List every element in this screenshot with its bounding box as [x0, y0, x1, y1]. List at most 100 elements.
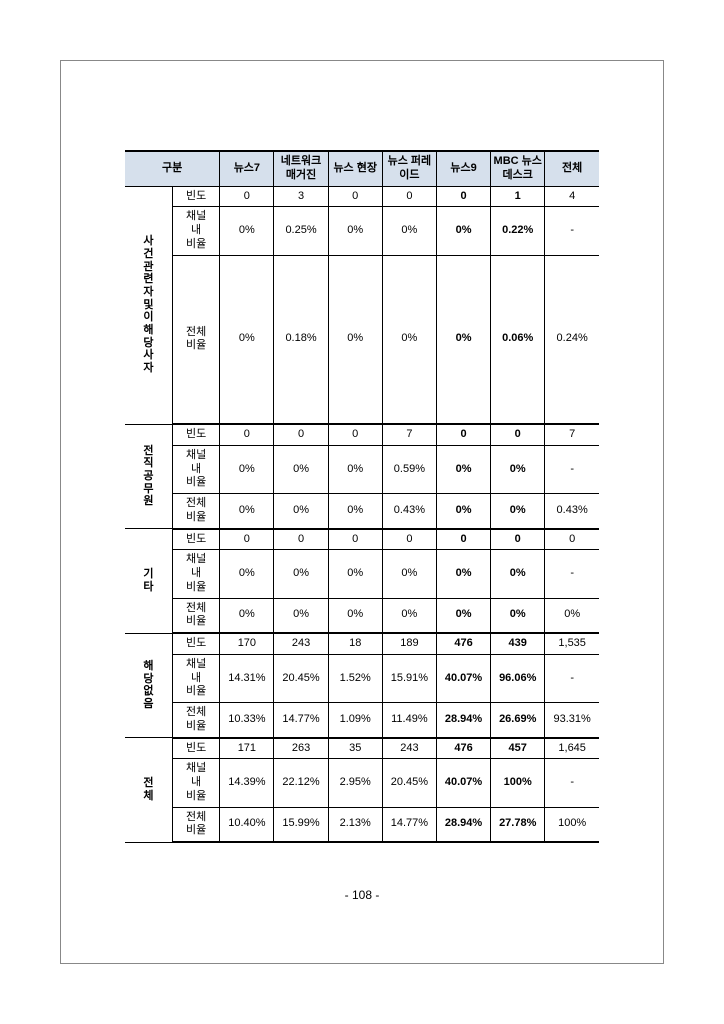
row-sublabel: 빈도: [172, 186, 219, 207]
cell: 7: [382, 424, 436, 445]
cell: 0%: [436, 207, 490, 255]
cell: 0: [328, 529, 382, 550]
cell: 263: [274, 738, 328, 759]
cell: 1: [491, 186, 545, 207]
table-row: 전직공무원빈도0007007: [125, 424, 599, 445]
cell: 0%: [491, 550, 545, 598]
cell: 2.95%: [328, 759, 382, 807]
group-label: 전체: [125, 738, 172, 843]
cell: 0: [382, 186, 436, 207]
header-col-6: 전체: [545, 151, 599, 186]
cell: 20.45%: [382, 759, 436, 807]
page-number: - 108 -: [0, 888, 724, 902]
cell: 0%: [328, 598, 382, 633]
cell: 0%: [274, 598, 328, 633]
cell: 1.09%: [328, 703, 382, 738]
row-sublabel: 빈도: [172, 633, 219, 654]
row-sublabel: 전체비율: [172, 255, 219, 424]
cell: 0: [382, 529, 436, 550]
cell: 243: [274, 633, 328, 654]
header-col-2: 뉴스 현장: [328, 151, 382, 186]
cell: 0%: [274, 445, 328, 493]
cell: 0.59%: [382, 445, 436, 493]
table-row: 채널내비율14.31%20.45%1.52%15.91%40.07%96.06%…: [125, 654, 599, 702]
group-label: 전직공무원: [125, 424, 172, 529]
cell: 0%: [491, 494, 545, 529]
cell: 4: [545, 186, 599, 207]
group-label: 사건관련자및이해당사자: [125, 186, 172, 424]
row-sublabel: 전체비율: [172, 807, 219, 842]
cell: 14.77%: [382, 807, 436, 842]
cell: 100%: [545, 807, 599, 842]
cell: 14.31%: [220, 654, 274, 702]
cell: 0: [436, 186, 490, 207]
cell: 243: [382, 738, 436, 759]
cell: 14.39%: [220, 759, 274, 807]
cell: -: [545, 654, 599, 702]
row-sublabel: 채널내비율: [172, 654, 219, 702]
cell: 170: [220, 633, 274, 654]
table-row: 기타빈도0000000: [125, 529, 599, 550]
cell: 2.13%: [328, 807, 382, 842]
cell: 26.69%: [491, 703, 545, 738]
table-container: 구분 뉴스7 네트워크 매거진 뉴스 현장 뉴스 퍼레이드 뉴스9 MBC 뉴스…: [125, 150, 599, 843]
cell: -: [545, 550, 599, 598]
cell: 10.40%: [220, 807, 274, 842]
cell: 0.43%: [382, 494, 436, 529]
table-row: 사건관련자및이해당사자빈도0300014: [125, 186, 599, 207]
header-gubun: 구분: [125, 151, 220, 186]
cell: 1.52%: [328, 654, 382, 702]
table-row: 전체비율10.33%14.77%1.09%11.49%28.94%26.69%9…: [125, 703, 599, 738]
data-table: 구분 뉴스7 네트워크 매거진 뉴스 현장 뉴스 퍼레이드 뉴스9 MBC 뉴스…: [125, 150, 599, 843]
table-row: 채널내비율0%0%0%0.59%0%0%-: [125, 445, 599, 493]
cell: 28.94%: [436, 703, 490, 738]
table-row: 전체비율0%0.18%0%0%0%0.06%0.24%: [125, 255, 599, 424]
cell: 0: [545, 529, 599, 550]
cell: 22.12%: [274, 759, 328, 807]
row-sublabel: 전체비율: [172, 703, 219, 738]
table-row: 해당없음빈도170243181894764391,535: [125, 633, 599, 654]
cell: 7: [545, 424, 599, 445]
cell: 476: [436, 738, 490, 759]
cell: 0.25%: [274, 207, 328, 255]
cell: 0: [328, 186, 382, 207]
cell: 0%: [436, 494, 490, 529]
cell: 0%: [220, 550, 274, 598]
header-col-3: 뉴스 퍼레이드: [382, 151, 436, 186]
cell: 0%: [382, 598, 436, 633]
cell: 3: [274, 186, 328, 207]
table-row: 채널내비율0%0.25%0%0%0%0.22%-: [125, 207, 599, 255]
row-sublabel: 전체비율: [172, 598, 219, 633]
header-col-5: MBC 뉴스 데스크: [491, 151, 545, 186]
row-sublabel: 전체비율: [172, 494, 219, 529]
cell: 0%: [220, 207, 274, 255]
cell: 0: [436, 529, 490, 550]
cell: 35: [328, 738, 382, 759]
group-label: 기타: [125, 529, 172, 634]
cell: 40.07%: [436, 759, 490, 807]
cell: 1,645: [545, 738, 599, 759]
cell: 0%: [436, 445, 490, 493]
cell: -: [545, 445, 599, 493]
cell: 0%: [491, 598, 545, 633]
row-sublabel: 채널내비율: [172, 207, 219, 255]
cell: 0%: [382, 207, 436, 255]
table-row: 전체비율10.40%15.99%2.13%14.77%28.94%27.78%1…: [125, 807, 599, 842]
cell: 14.77%: [274, 703, 328, 738]
cell: 0%: [274, 494, 328, 529]
cell: 0.06%: [491, 255, 545, 424]
cell: 27.78%: [491, 807, 545, 842]
cell: 0%: [491, 445, 545, 493]
cell: 1,535: [545, 633, 599, 654]
table-row: 전체비율0%0%0%0.43%0%0%0.43%: [125, 494, 599, 529]
table-row: 전체빈도171263352434764571,645: [125, 738, 599, 759]
cell: 0%: [328, 550, 382, 598]
cell: 15.91%: [382, 654, 436, 702]
cell: 40.07%: [436, 654, 490, 702]
cell: 28.94%: [436, 807, 490, 842]
table-row: 채널내비율14.39%22.12%2.95%20.45%40.07%100%-: [125, 759, 599, 807]
cell: 0.24%: [545, 255, 599, 424]
cell: 0%: [328, 494, 382, 529]
cell: 0%: [328, 207, 382, 255]
cell: 0%: [274, 550, 328, 598]
